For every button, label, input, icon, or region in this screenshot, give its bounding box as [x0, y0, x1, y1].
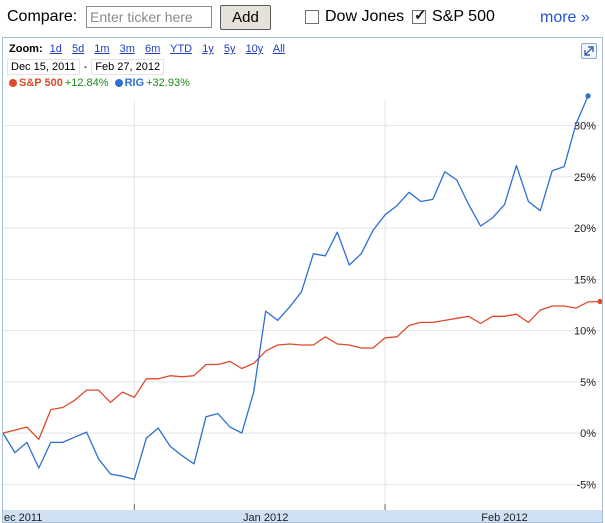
x-axis-band [3, 510, 602, 522]
dow-jones-label: Dow Jones [325, 8, 405, 25]
add-button[interactable]: Add [220, 5, 271, 30]
rig-legend-name: RIG [124, 77, 145, 89]
rig-end-point [585, 93, 591, 99]
y-tick-label: 30% [574, 121, 596, 133]
y-tick-label: 10% [574, 326, 596, 338]
compare-toolbar: Compare: Add Dow Jones ✓ S&P 500 more » [0, 0, 605, 36]
rig-legend-change: +32.93% [146, 77, 190, 89]
y-tick-label: -5% [576, 479, 596, 491]
zoom-option-all[interactable]: All [272, 43, 285, 55]
y-tick-label: 15% [574, 274, 596, 286]
sp500-legend-dot [9, 79, 17, 87]
y-tick-label: 20% [574, 223, 596, 235]
compare-label: Compare: [7, 8, 78, 25]
sp500-legend-change: +12.84% [64, 77, 109, 89]
sp500-legend-name: S&P 500 [19, 77, 63, 89]
expand-button[interactable] [581, 43, 597, 59]
sp500-checkbox-box[interactable]: ✓ [412, 7, 427, 24]
zoom-option-5d[interactable]: 5d [71, 43, 85, 55]
ticker-input[interactable] [86, 6, 212, 28]
zoom-option-3m[interactable]: 3m [119, 43, 135, 55]
sp500-label: S&P 500 [432, 8, 495, 25]
zoom-label: Zoom: [9, 43, 43, 55]
rig-legend-dot [114, 79, 123, 87]
expand-icon [584, 46, 594, 56]
y-tick-label: 25% [574, 172, 596, 184]
end-date-field[interactable]: Feb 27, 2012 [91, 59, 165, 75]
x-tick-label: Jan 2012 [243, 512, 288, 523]
x-tick-label: ec 2011 [4, 512, 42, 523]
sp500-checkbox[interactable]: ✓ S&P 500 [412, 7, 495, 26]
zoom-option-ytd[interactable]: YTD [170, 43, 193, 55]
dow-jones-checkbox[interactable]: Dow Jones [305, 8, 404, 26]
dow-jones-checkbox-box[interactable] [305, 10, 319, 24]
zoom-option-1y[interactable]: 1y [202, 43, 214, 55]
zoom-option-10y[interactable]: 10y [245, 43, 264, 55]
price-chart[interactable]: -5% 0% 5% 10% 15% 20% 25% 30% ec 2011 Jan 2012 Feb… [3, 38, 603, 523]
s-p-500-end-point [597, 298, 602, 305]
start-date-field[interactable]: Dec 15, 2011 [7, 59, 80, 75]
chart-panel: -5% 0% 5% 10% 15% 20% 25% 30% ec 2011 Jan 2012 Feb… [2, 37, 603, 523]
zoom-option-6m[interactable]: 6m [144, 43, 161, 55]
zoom-row: Zoom: 1d 5d 1m 3m 6m YTD 1y 5y 10y All [9, 43, 292, 55]
x-tick-label: Feb 2012 [481, 512, 527, 523]
checkmark-icon: ✓ [414, 7, 427, 24]
zoom-option-1d[interactable]: 1d [49, 43, 62, 55]
chart-legend: S&P 500 +12.84% RIG +32.93% [9, 77, 196, 89]
y-tick-label: 5% [580, 377, 596, 389]
date-separator: - [83, 61, 88, 73]
s-p-500-line [3, 300, 601, 440]
rig-line [3, 95, 589, 480]
date-range: Dec 15, 2011 - Feb 27, 2012 [7, 59, 168, 75]
more-link[interactable]: more » [540, 9, 590, 26]
y-tick-label: 0% [580, 428, 596, 440]
zoom-option-5y[interactable]: 5y [223, 43, 236, 55]
zoom-option-1m[interactable]: 1m [94, 43, 110, 55]
